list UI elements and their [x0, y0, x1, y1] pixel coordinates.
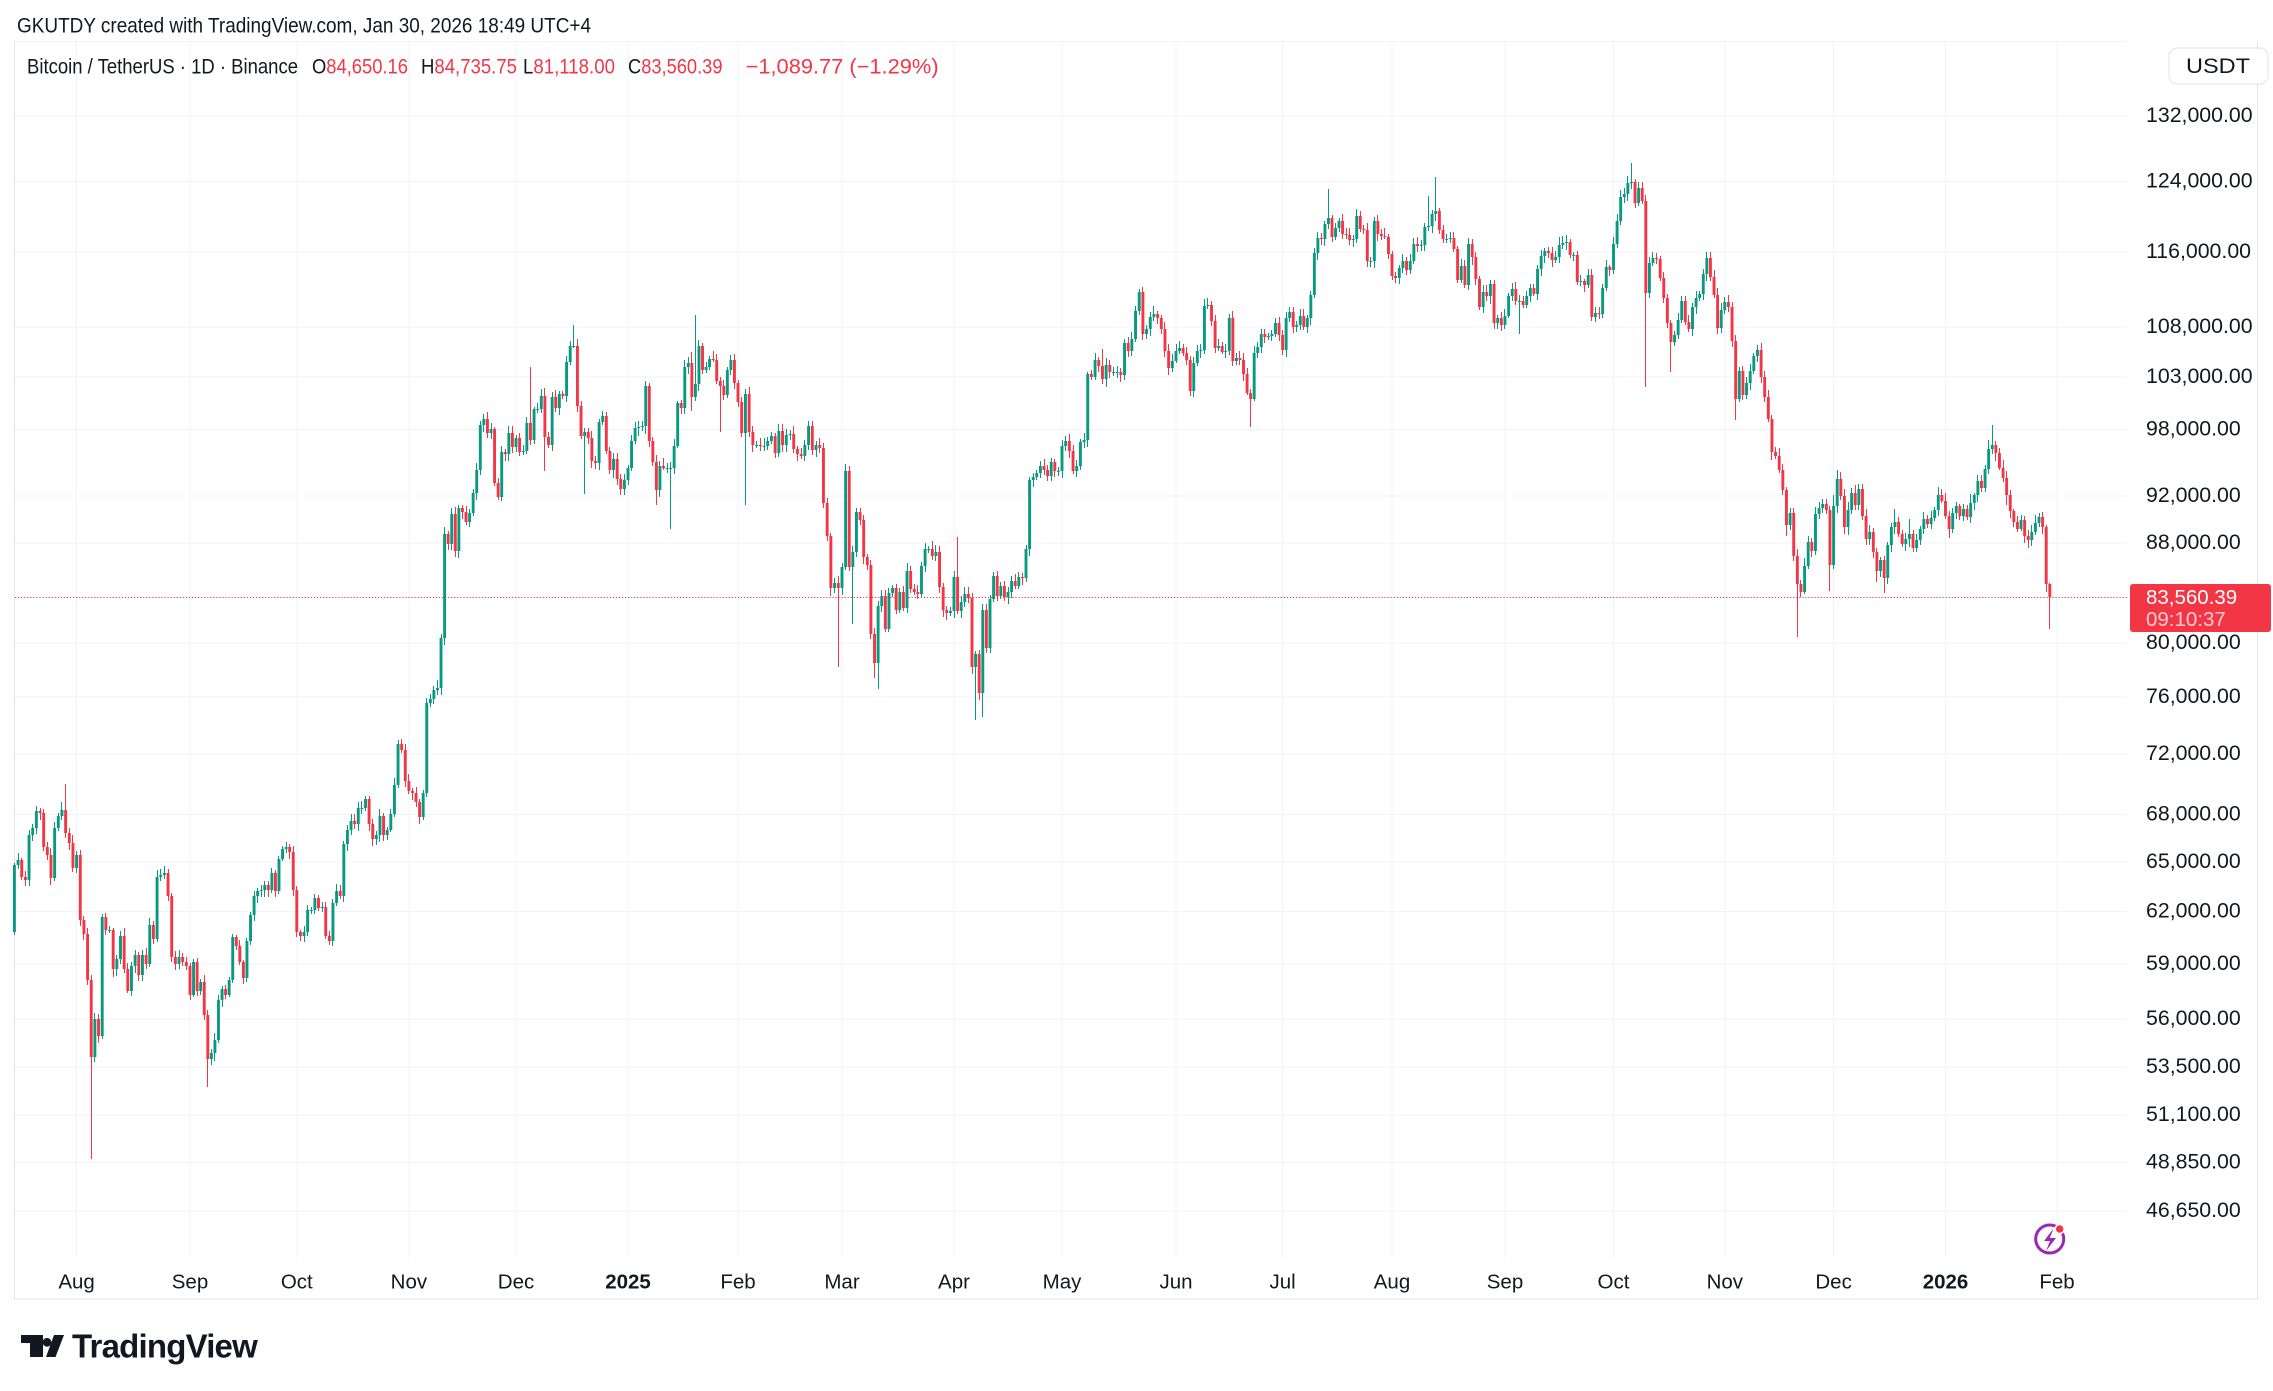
svg-text:124,000.00: 124,000.00: [2146, 169, 2253, 193]
svg-text:65,000.00: 65,000.00: [2146, 849, 2241, 873]
svg-text:62,000.00: 62,000.00: [2146, 899, 2241, 923]
svg-text:09:10:37: 09:10:37: [2146, 608, 2226, 631]
svg-text:Nov: Nov: [1707, 1270, 1744, 1293]
svg-text:68,000.00: 68,000.00: [2146, 801, 2241, 825]
svg-text:Oct: Oct: [281, 1270, 313, 1293]
svg-text:83,560.39: 83,560.39: [2146, 586, 2237, 609]
svg-text:Mar: Mar: [824, 1270, 859, 1293]
svg-text:72,000.00: 72,000.00: [2146, 741, 2241, 765]
svg-text:Dec: Dec: [498, 1270, 534, 1293]
svg-text:USDT: USDT: [2186, 54, 2250, 78]
svg-text:51,100.00: 51,100.00: [2146, 1102, 2241, 1126]
svg-text:−1,089.77 (−1.29%): −1,089.77 (−1.29%): [746, 56, 939, 79]
svg-text:48,850.00: 48,850.00: [2146, 1150, 2241, 1174]
svg-text:Jun: Jun: [1159, 1270, 1192, 1293]
svg-text:103,000.00: 103,000.00: [2146, 364, 2253, 388]
svg-text:L81,118.00: L81,118.00: [523, 56, 615, 79]
svg-text:132,000.00: 132,000.00: [2146, 103, 2253, 127]
svg-text:Apr: Apr: [938, 1270, 970, 1293]
svg-text:Feb: Feb: [2039, 1270, 2074, 1293]
svg-text:O84,650.16: O84,650.16: [312, 56, 408, 79]
svg-text:108,000.00: 108,000.00: [2146, 314, 2253, 338]
svg-text:76,000.00: 76,000.00: [2146, 684, 2241, 708]
svg-text:88,000.00: 88,000.00: [2146, 530, 2241, 554]
svg-text:80,000.00: 80,000.00: [2146, 630, 2241, 654]
svg-text:2026: 2026: [1923, 1270, 1969, 1293]
svg-text:Aug: Aug: [1374, 1270, 1410, 1293]
svg-text:46,650.00: 46,650.00: [2146, 1198, 2241, 1222]
svg-text:Jul: Jul: [1269, 1270, 1295, 1293]
svg-text:Sep: Sep: [1487, 1270, 1523, 1293]
svg-text:Nov: Nov: [391, 1270, 428, 1293]
svg-text:Feb: Feb: [720, 1270, 755, 1293]
svg-text:Dec: Dec: [1815, 1270, 1851, 1293]
svg-text:Bitcoin / TetherUS · 1D · Bina: Bitcoin / TetherUS · 1D · Binance: [27, 56, 298, 79]
svg-text:116,000.00: 116,000.00: [2146, 239, 2251, 263]
svg-text:TradingView: TradingView: [72, 1328, 258, 1365]
svg-text:2025: 2025: [605, 1270, 651, 1293]
svg-text:92,000.00: 92,000.00: [2146, 483, 2241, 507]
svg-text:56,000.00: 56,000.00: [2146, 1006, 2241, 1030]
svg-text:GKUTDY created with TradingVie: GKUTDY created with TradingView.com, Jan…: [17, 13, 591, 37]
svg-text:53,500.00: 53,500.00: [2146, 1054, 2241, 1078]
svg-text:Sep: Sep: [172, 1270, 208, 1293]
svg-text:98,000.00: 98,000.00: [2146, 417, 2241, 441]
svg-text:Aug: Aug: [58, 1270, 94, 1293]
svg-text:C83,560.39: C83,560.39: [628, 56, 723, 79]
svg-text:May: May: [1043, 1270, 1082, 1293]
svg-text:Oct: Oct: [1598, 1270, 1630, 1293]
svg-text:59,000.00: 59,000.00: [2146, 951, 2241, 975]
svg-text:H84,735.75: H84,735.75: [421, 56, 517, 79]
